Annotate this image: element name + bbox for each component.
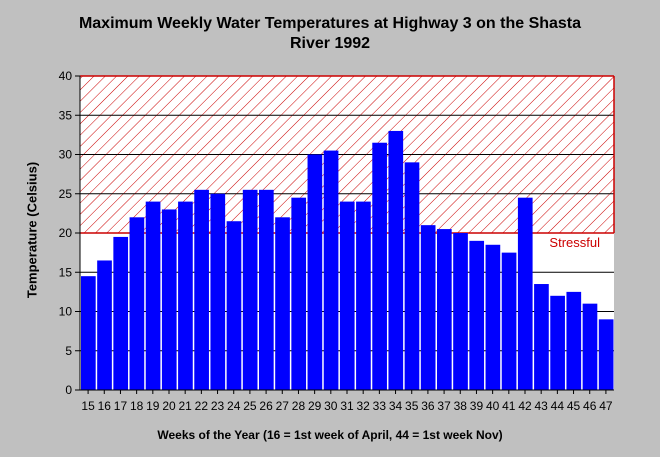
x-tick-label: 46 — [583, 399, 597, 413]
x-tick-label: 38 — [454, 399, 468, 413]
bar — [420, 225, 436, 390]
x-tick-label: 27 — [276, 399, 290, 413]
y-tick-label: 35 — [59, 108, 73, 122]
y-tick-label: 25 — [59, 187, 73, 201]
bar — [566, 291, 582, 390]
bar — [453, 233, 468, 390]
y-tick-label: 0 — [65, 383, 72, 397]
x-tick-label: 36 — [421, 399, 435, 413]
bar — [550, 295, 565, 390]
bar — [356, 201, 371, 390]
bar — [388, 130, 404, 390]
chart-title: Maximum Weekly Water Temperatures at Hig… — [0, 14, 660, 54]
bar — [291, 197, 307, 390]
bar — [226, 221, 242, 390]
x-tick-label: 25 — [243, 399, 257, 413]
bar — [323, 150, 339, 390]
bar — [97, 260, 112, 390]
x-tick-label: 22 — [195, 399, 209, 413]
x-tick-label: 47 — [599, 399, 613, 413]
x-tick-label: 33 — [373, 399, 387, 413]
x-tick-label: 26 — [259, 399, 273, 413]
bar — [404, 162, 420, 390]
x-tick-label: 19 — [146, 399, 160, 413]
bar — [129, 217, 145, 390]
bar — [582, 303, 598, 390]
y-tick-label: 15 — [59, 265, 73, 279]
x-tick-label: 28 — [292, 399, 306, 413]
x-tick-label: 40 — [486, 399, 500, 413]
bar — [501, 252, 517, 390]
bar — [242, 189, 258, 390]
bar — [534, 284, 549, 390]
x-tick-label: 39 — [470, 399, 484, 413]
x-axis-label: Weeks of the Year (16 = 1st week of Apri… — [157, 428, 503, 442]
y-tick-label: 30 — [59, 148, 73, 162]
x-tick-label: 34 — [389, 399, 403, 413]
bar — [194, 189, 209, 390]
y-tick-label: 10 — [59, 305, 73, 319]
bar — [145, 201, 161, 390]
x-tick-label: 42 — [518, 399, 532, 413]
bar — [517, 197, 533, 390]
y-tick-label: 20 — [59, 226, 73, 240]
x-tick-label: 35 — [405, 399, 419, 413]
bar — [307, 154, 323, 390]
bar — [437, 229, 452, 390]
x-tick-label: 31 — [340, 399, 354, 413]
chart-title-line-1: Maximum Weekly Water Temperatures at Hig… — [78, 15, 582, 32]
x-tick-label: 37 — [437, 399, 451, 413]
x-tick-label: 21 — [179, 399, 193, 413]
bar — [161, 209, 177, 390]
x-tick-label: 32 — [357, 399, 371, 413]
stressful-label: Stressful — [549, 235, 600, 250]
x-tick-label: 15 — [81, 399, 95, 413]
x-tick-label: 20 — [162, 399, 176, 413]
x-tick-label: 43 — [535, 399, 549, 413]
x-tick-label: 44 — [551, 399, 565, 413]
bar — [210, 193, 226, 390]
x-tick-label: 45 — [567, 399, 581, 413]
y-tick-label: 5 — [65, 344, 72, 358]
x-tick-label: 16 — [98, 399, 112, 413]
bar — [469, 240, 485, 390]
bar — [339, 201, 355, 390]
x-tick-label: 41 — [502, 399, 516, 413]
bar — [485, 244, 501, 390]
bar — [372, 142, 387, 390]
x-tick-label: 23 — [211, 399, 225, 413]
x-tick-label: 30 — [324, 399, 338, 413]
bar — [275, 217, 290, 390]
bar — [178, 201, 193, 390]
y-tick-label: 40 — [59, 69, 73, 83]
chart-title-line-2: River 1992 — [289, 35, 371, 52]
bar — [113, 236, 129, 390]
bar — [259, 189, 274, 390]
x-tick-label: 24 — [227, 399, 241, 413]
bar — [81, 276, 96, 390]
x-tick-label: 29 — [308, 399, 322, 413]
x-tick-label: 17 — [114, 399, 128, 413]
x-tick-label: 18 — [130, 399, 144, 413]
bar — [598, 319, 614, 390]
